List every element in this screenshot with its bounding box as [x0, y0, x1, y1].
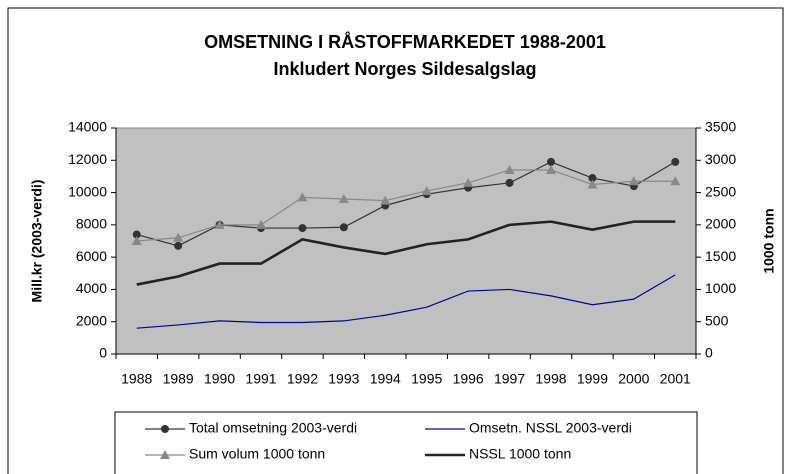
data-point: [339, 223, 348, 232]
x-tick-label: 1989: [163, 371, 194, 387]
data-point: [671, 157, 680, 166]
y-tick-label: 10000: [68, 183, 107, 199]
y-tick-label: 0: [99, 345, 107, 361]
data-point: [588, 174, 597, 183]
y-tick-label: 4000: [76, 280, 107, 296]
y-tick-label: 6000: [76, 248, 107, 264]
y2-tick-label: 2500: [705, 183, 736, 199]
x-tick-label: 1994: [370, 371, 401, 387]
data-point: [256, 219, 266, 229]
y2-axis-title: 1000 tonn: [761, 208, 777, 273]
legend-marker: [160, 450, 170, 459]
x-tick-label: 1995: [411, 371, 442, 387]
legend-label: Sum volum 1000 tonn: [189, 446, 325, 462]
data-point: [587, 179, 598, 189]
data-point: [547, 157, 555, 166]
x-tick-label: 2001: [660, 371, 691, 387]
legend-label: NSSL 1000 tonn: [469, 446, 571, 462]
legend-marker: [161, 425, 169, 433]
x-tick-label: 1988: [121, 371, 152, 387]
data-point: [546, 164, 556, 174]
data-point: [338, 194, 349, 204]
x-tick-label: 2000: [618, 371, 649, 387]
data-point: [421, 185, 432, 195]
data-point: [628, 176, 639, 186]
data-point: [297, 192, 308, 202]
x-tick-label: 1992: [287, 371, 318, 387]
data-point: [380, 195, 391, 205]
x-tick-label: 1993: [328, 371, 359, 387]
legend-label: Omsetn. NSSL 2003-verdi: [469, 420, 632, 436]
data-point: [298, 224, 307, 233]
data-point: [132, 230, 141, 239]
y2-tick-label: 3500: [705, 119, 736, 135]
y2-tick-label: 0: [705, 345, 713, 361]
chart-title: OMSETNING I RÅSTOFFMARKEDET 1988-2001: [204, 32, 606, 52]
data-point: [463, 177, 474, 187]
y-tick-label: 14000: [68, 119, 107, 135]
y2-tick-label: 1500: [705, 248, 736, 264]
legend-box: [114, 411, 698, 474]
x-tick-label: 1998: [535, 371, 566, 387]
data-point: [173, 232, 184, 242]
y2-tick-label: 3000: [705, 151, 736, 167]
series-line: [136, 169, 676, 242]
data-point: [505, 178, 514, 187]
plot-area: [115, 127, 697, 355]
chart-subtitle: Inkludert Norges Sildesalgslag: [273, 59, 536, 79]
legend-label: Total omsetning 2003-verdi: [189, 420, 357, 436]
y2-tick-label: 1000: [705, 280, 736, 296]
y-tick-label: 12000: [68, 151, 107, 167]
data-point: [670, 176, 681, 186]
x-tick-label: 1997: [494, 371, 525, 387]
x-tick-label: 1996: [453, 371, 484, 387]
y-tick-label: 2000: [76, 312, 107, 328]
data-point: [214, 219, 225, 229]
series-line: [136, 274, 676, 329]
y-axis-title: Mill.kr (2003-verdi): [29, 180, 45, 303]
data-point: [174, 241, 183, 250]
x-tick-label: 1990: [204, 371, 235, 387]
y2-tick-label: 2000: [705, 216, 736, 232]
x-tick-label: 1991: [245, 371, 276, 387]
series-line: [136, 220, 676, 286]
data-point: [131, 236, 142, 245]
y2-tick-label: 500: [705, 312, 729, 328]
y-tick-label: 8000: [76, 216, 107, 232]
x-tick-label: 1999: [577, 371, 608, 387]
data-point: [504, 164, 515, 174]
